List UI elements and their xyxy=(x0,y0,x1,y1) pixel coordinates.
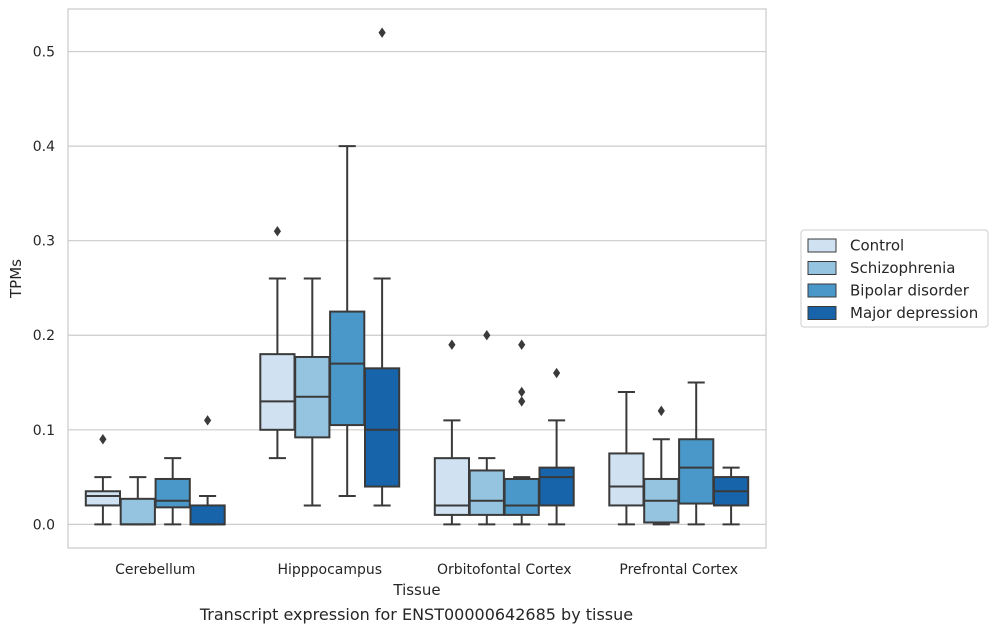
box-body xyxy=(189,504,226,526)
x-tick-label: Prefrontal Cortex xyxy=(619,562,738,578)
box-body xyxy=(538,466,575,507)
legend-label: Major depression xyxy=(850,304,978,322)
outlier-point xyxy=(448,339,456,350)
outlier-point xyxy=(273,226,281,237)
outlier-point xyxy=(518,339,526,350)
box-3-0 xyxy=(608,390,645,526)
box-body xyxy=(329,310,366,427)
legend-swatch xyxy=(807,238,837,253)
legend-item: Bipolar disorder xyxy=(807,282,970,300)
box-0-1 xyxy=(119,476,156,526)
x-axis-label: Tissue xyxy=(392,581,440,599)
box-1-3 xyxy=(363,27,401,507)
box-body xyxy=(119,497,156,526)
legend-label: Schizophrenia xyxy=(850,259,955,277)
box-body xyxy=(259,353,296,431)
outlier-point xyxy=(483,330,491,341)
box-2-1 xyxy=(468,330,505,526)
box-body xyxy=(503,477,540,516)
x-tick-label: Cerebellum xyxy=(115,562,195,578)
y-tick-label: 0.5 xyxy=(33,45,55,61)
outlier-point xyxy=(553,367,561,379)
box-1-0 xyxy=(259,226,296,460)
plot-frame xyxy=(67,8,767,549)
box-body xyxy=(678,438,715,505)
outlier-point xyxy=(657,405,665,417)
legend-label: Control xyxy=(850,237,904,255)
y-tick-label: 0.0 xyxy=(33,517,55,533)
legend-item: Control xyxy=(807,237,904,255)
box-body xyxy=(363,367,401,488)
y-axis-label: TPMs xyxy=(7,259,25,299)
y-tick-label: 0.1 xyxy=(33,423,55,439)
box-body xyxy=(608,452,645,507)
grid-lines xyxy=(68,50,766,525)
box-2-0 xyxy=(433,339,471,526)
outlier-point xyxy=(204,415,212,426)
y-tick-label: 0.4 xyxy=(33,139,55,155)
legend-frame xyxy=(800,229,989,328)
box-1-2 xyxy=(329,145,366,497)
outlier-point xyxy=(518,396,526,407)
box-0-2 xyxy=(154,457,191,526)
x-tick-label: Hipppocampus xyxy=(277,562,382,578)
box-2-3 xyxy=(538,367,575,526)
box-0-0 xyxy=(84,434,122,526)
legend: Control Schizophrenia Bipolar disorder Majo… xyxy=(800,229,989,328)
box-3-3 xyxy=(712,466,750,526)
legend-item: Schizophrenia xyxy=(807,259,955,277)
legend-swatch xyxy=(807,261,837,275)
plot-boxes xyxy=(84,27,750,526)
outlier-point xyxy=(378,27,386,38)
y-axis-ticks: 0.0 0.1 0.2 0.3 0.4 0.5 xyxy=(33,45,55,534)
outlier-point xyxy=(99,434,107,445)
legend-label: Bipolar disorder xyxy=(850,282,970,300)
box-3-1 xyxy=(643,405,680,526)
box-body xyxy=(84,490,122,507)
x-axis-ticks: Cerebellum Hipppocampus Orbitofontal Corte… xyxy=(115,562,738,578)
box-body xyxy=(468,469,505,516)
box-3-2 xyxy=(678,381,715,526)
box-1-1 xyxy=(294,277,331,507)
y-tick-label: 0.2 xyxy=(33,328,55,344)
outlier-point xyxy=(518,386,526,398)
box-2-2 xyxy=(503,339,540,526)
box-body xyxy=(154,477,191,509)
x-tick-label: Orbitofontal Cortex xyxy=(437,562,572,578)
legend-swatch xyxy=(807,283,837,298)
legend-swatch xyxy=(807,306,837,320)
box-0-3 xyxy=(189,415,226,526)
y-tick-label: 0.3 xyxy=(33,234,55,250)
figure-caption: Transcript expression for ENST0000064268… xyxy=(199,605,634,624)
legend-item: Major depression xyxy=(807,304,978,322)
